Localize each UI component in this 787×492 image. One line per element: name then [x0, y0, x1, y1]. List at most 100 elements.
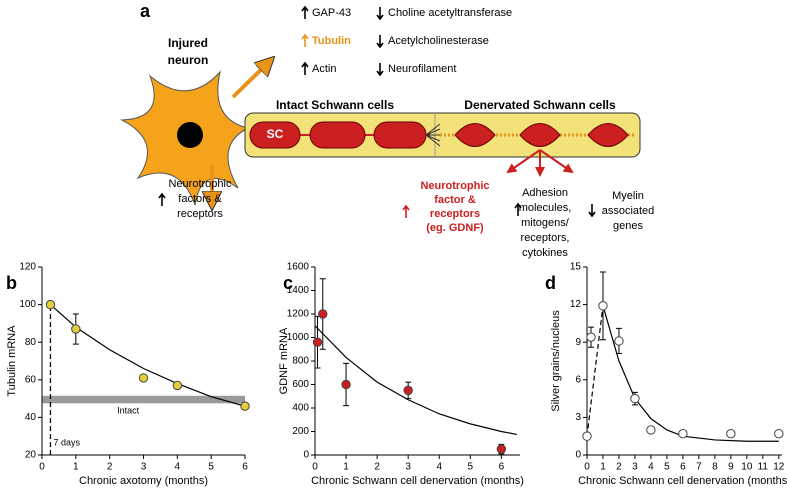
y-tick-label: 80 [25, 337, 37, 348]
data-point [726, 428, 736, 439]
x-tick-label: 7 [696, 462, 702, 473]
rise-line [586, 305, 604, 437]
label: mitogens/ [521, 217, 570, 229]
data-point [71, 324, 81, 334]
label: Adhesion [522, 187, 568, 199]
down-arrow [376, 63, 384, 77]
label: Tubulin [312, 35, 351, 47]
arrow [231, 59, 272, 99]
label: Actin [312, 63, 336, 75]
label: SC [267, 127, 284, 141]
y-tick-label: 400 [292, 403, 309, 414]
x-axis-label: Chronic Schwann cell denervation (months… [311, 475, 524, 487]
data-point [614, 336, 624, 346]
y-tick-label: 120 [19, 262, 36, 273]
x-tick-label: 1 [73, 462, 79, 473]
y-tick-label: 100 [19, 299, 36, 310]
x-tick-label: 2 [107, 462, 113, 473]
x-tick-label: 11 [758, 462, 769, 473]
label: receptors, [521, 232, 570, 244]
data-point [138, 373, 149, 383]
panel-label: b [6, 273, 17, 293]
fit-curve [50, 304, 246, 407]
x-tick-label: 1 [343, 462, 349, 473]
data-point [678, 428, 688, 439]
label: receptors [430, 208, 480, 220]
label: Injured [168, 36, 208, 50]
y-tick-label: 9 [575, 337, 581, 348]
data-point [403, 385, 413, 396]
x-tick-label: 10 [741, 462, 753, 473]
diagram: a Injured neuron GAP-43 Choline acetyltr… [120, 1, 655, 259]
schwann-cell [249, 121, 301, 149]
y-axis-label: Silver grains/nucleus [550, 310, 562, 412]
multiline-labels: Neurotrophic factors & receptors Neurotroph… [169, 178, 655, 259]
data-point [646, 425, 656, 435]
fit-curve [602, 305, 779, 442]
y-tick-label: 1600 [287, 262, 310, 273]
x-tick-label: 0 [584, 462, 590, 473]
data-point [240, 401, 250, 411]
label: associated [602, 205, 655, 217]
label: Neurotrophic [169, 178, 232, 190]
x-tick-label: 0 [312, 462, 318, 473]
label: molecules, [519, 202, 572, 214]
y-tick-label: 12 [570, 299, 582, 310]
panel-label: d [545, 273, 556, 293]
up-arrow [301, 33, 309, 47]
fit-curve [314, 325, 518, 436]
y-tick-label: 0 [303, 450, 309, 461]
data-point [318, 309, 328, 319]
data-point [45, 299, 56, 310]
label: (eg. GDNF) [426, 222, 484, 234]
label: GAP-43 [312, 7, 351, 19]
x-tick-label: 3 [141, 462, 147, 473]
label: Choline acetyltransferase [388, 7, 512, 19]
data-point [598, 301, 608, 311]
annotation: 7 days [53, 437, 80, 447]
y-tick-label: 20 [25, 450, 37, 461]
x-tick-label: 6 [242, 462, 248, 473]
x-axis-label: Chronic axotomy (months) [79, 475, 208, 487]
down-arrow [376, 7, 384, 21]
y-tick-label: 1400 [287, 285, 310, 296]
label: Intact Schwann cells [276, 98, 394, 112]
x-tick-label: 6 [680, 462, 686, 473]
data-point [312, 337, 323, 347]
terminals [425, 123, 441, 147]
y-tick-label: 15 [570, 262, 582, 273]
annotation: Intact [117, 406, 140, 416]
up-arrow [514, 202, 522, 216]
y-axis-label: Tubulin mRNA [6, 325, 18, 397]
y-tick-label: 0 [575, 450, 581, 461]
down-arrow [376, 35, 384, 49]
data-point [172, 380, 183, 391]
data-point [774, 428, 784, 439]
data-point [341, 379, 351, 390]
data-point [630, 393, 640, 404]
label: Neurofilament [388, 63, 456, 75]
arrow [539, 149, 574, 174]
x-tick-label: 5 [468, 462, 474, 473]
nucleus [177, 122, 203, 148]
x-tick-label: 1 [600, 462, 606, 473]
y-tick-label: 200 [292, 426, 309, 437]
y-tick-label: 1200 [287, 309, 310, 320]
label: Acetylcholinesterase [388, 35, 489, 47]
schwann-cell [309, 121, 366, 149]
up-arrow [301, 61, 309, 75]
y-tick-label: 600 [292, 379, 309, 390]
data-point [586, 332, 596, 342]
y-tick-label: 3 [575, 412, 581, 423]
label: factors & [178, 193, 222, 205]
label: Denervated Schwann cells [464, 98, 616, 112]
panel-label: a [140, 1, 151, 21]
reference-band [42, 395, 245, 404]
x-tick-label: 5 [208, 462, 214, 473]
y-axis-label: GDNF mRNA [278, 327, 290, 394]
y-tick-label: 60 [25, 374, 37, 385]
data-point [496, 444, 507, 454]
x-tick-label: 6 [499, 462, 505, 473]
label: genes [613, 220, 643, 232]
